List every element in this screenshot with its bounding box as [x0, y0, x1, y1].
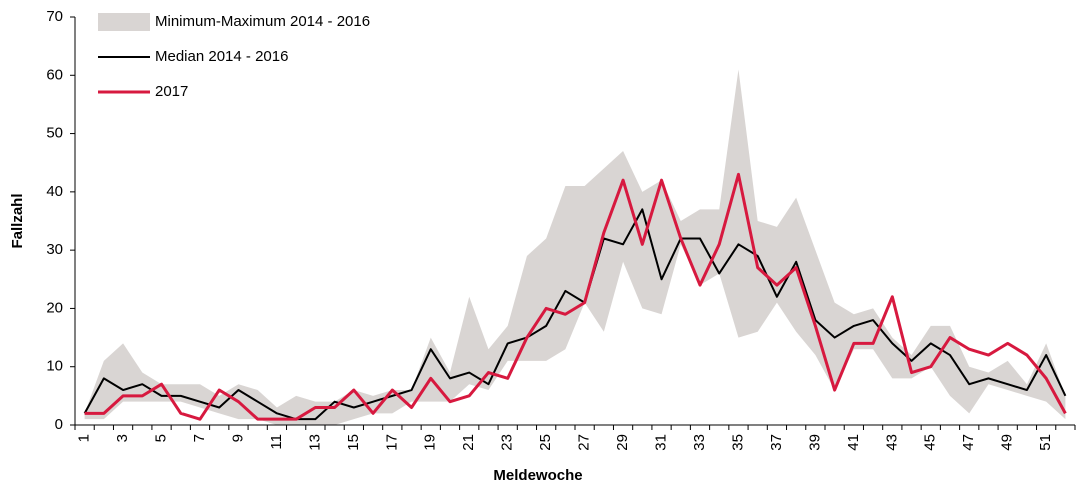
x-tick-label: 5	[153, 434, 170, 442]
min-max-band	[84, 69, 1066, 425]
x-tick-label: 19	[422, 434, 439, 451]
y-tick-label: 70	[46, 8, 63, 25]
x-tick-label: 13	[306, 434, 323, 451]
x-tick-label: 27	[576, 434, 593, 451]
x-tick-label: 39	[806, 434, 823, 451]
x-axis-title: Meldewoche	[493, 467, 582, 484]
x-tick-label: 3	[114, 434, 131, 442]
y-tick-label: 20	[46, 299, 63, 316]
x-tick-label: 43	[883, 434, 900, 451]
series-line	[83, 208, 1067, 421]
y-tick-label: 30	[46, 241, 63, 258]
x-tick-label: 35	[729, 434, 746, 451]
x-tick-label: 51	[1037, 434, 1054, 451]
x-tick-label: 33	[691, 434, 708, 451]
series-line	[84, 172, 1067, 421]
x-tick-label: 7	[191, 434, 208, 442]
x-tick-label: 9	[229, 434, 246, 442]
x-tick-label: 25	[537, 434, 554, 451]
y-tick-label: 50	[46, 125, 63, 142]
legend-label: Minimum-Maximum 2014 - 2016	[155, 13, 370, 30]
x-tick-label: 49	[999, 434, 1016, 451]
x-tick-label: 37	[768, 434, 785, 451]
y-tick-label: 10	[46, 358, 63, 375]
y-axis-title: Fallzahl	[9, 193, 26, 248]
x-tick-label: 45	[922, 434, 939, 451]
legend-label: Median 2014 - 2016	[155, 48, 288, 65]
x-tick-label: 41	[845, 434, 862, 451]
legend-swatch	[98, 13, 150, 31]
x-tick-label: 31	[653, 434, 670, 451]
legend-label: 2017	[155, 83, 188, 100]
x-tick-label: 15	[345, 434, 362, 451]
x-tick-label: 1	[76, 434, 93, 442]
x-tick-label: 47	[960, 434, 977, 451]
y-tick-label: 60	[46, 66, 63, 83]
x-tick-label: 29	[614, 434, 631, 451]
y-tick-label: 0	[55, 416, 63, 433]
x-tick-label: 21	[460, 434, 477, 451]
y-tick-label: 40	[46, 183, 63, 200]
x-tick-label: 11	[268, 434, 285, 450]
x-tick-label: 17	[383, 434, 400, 451]
x-tick-label: 23	[499, 434, 516, 451]
